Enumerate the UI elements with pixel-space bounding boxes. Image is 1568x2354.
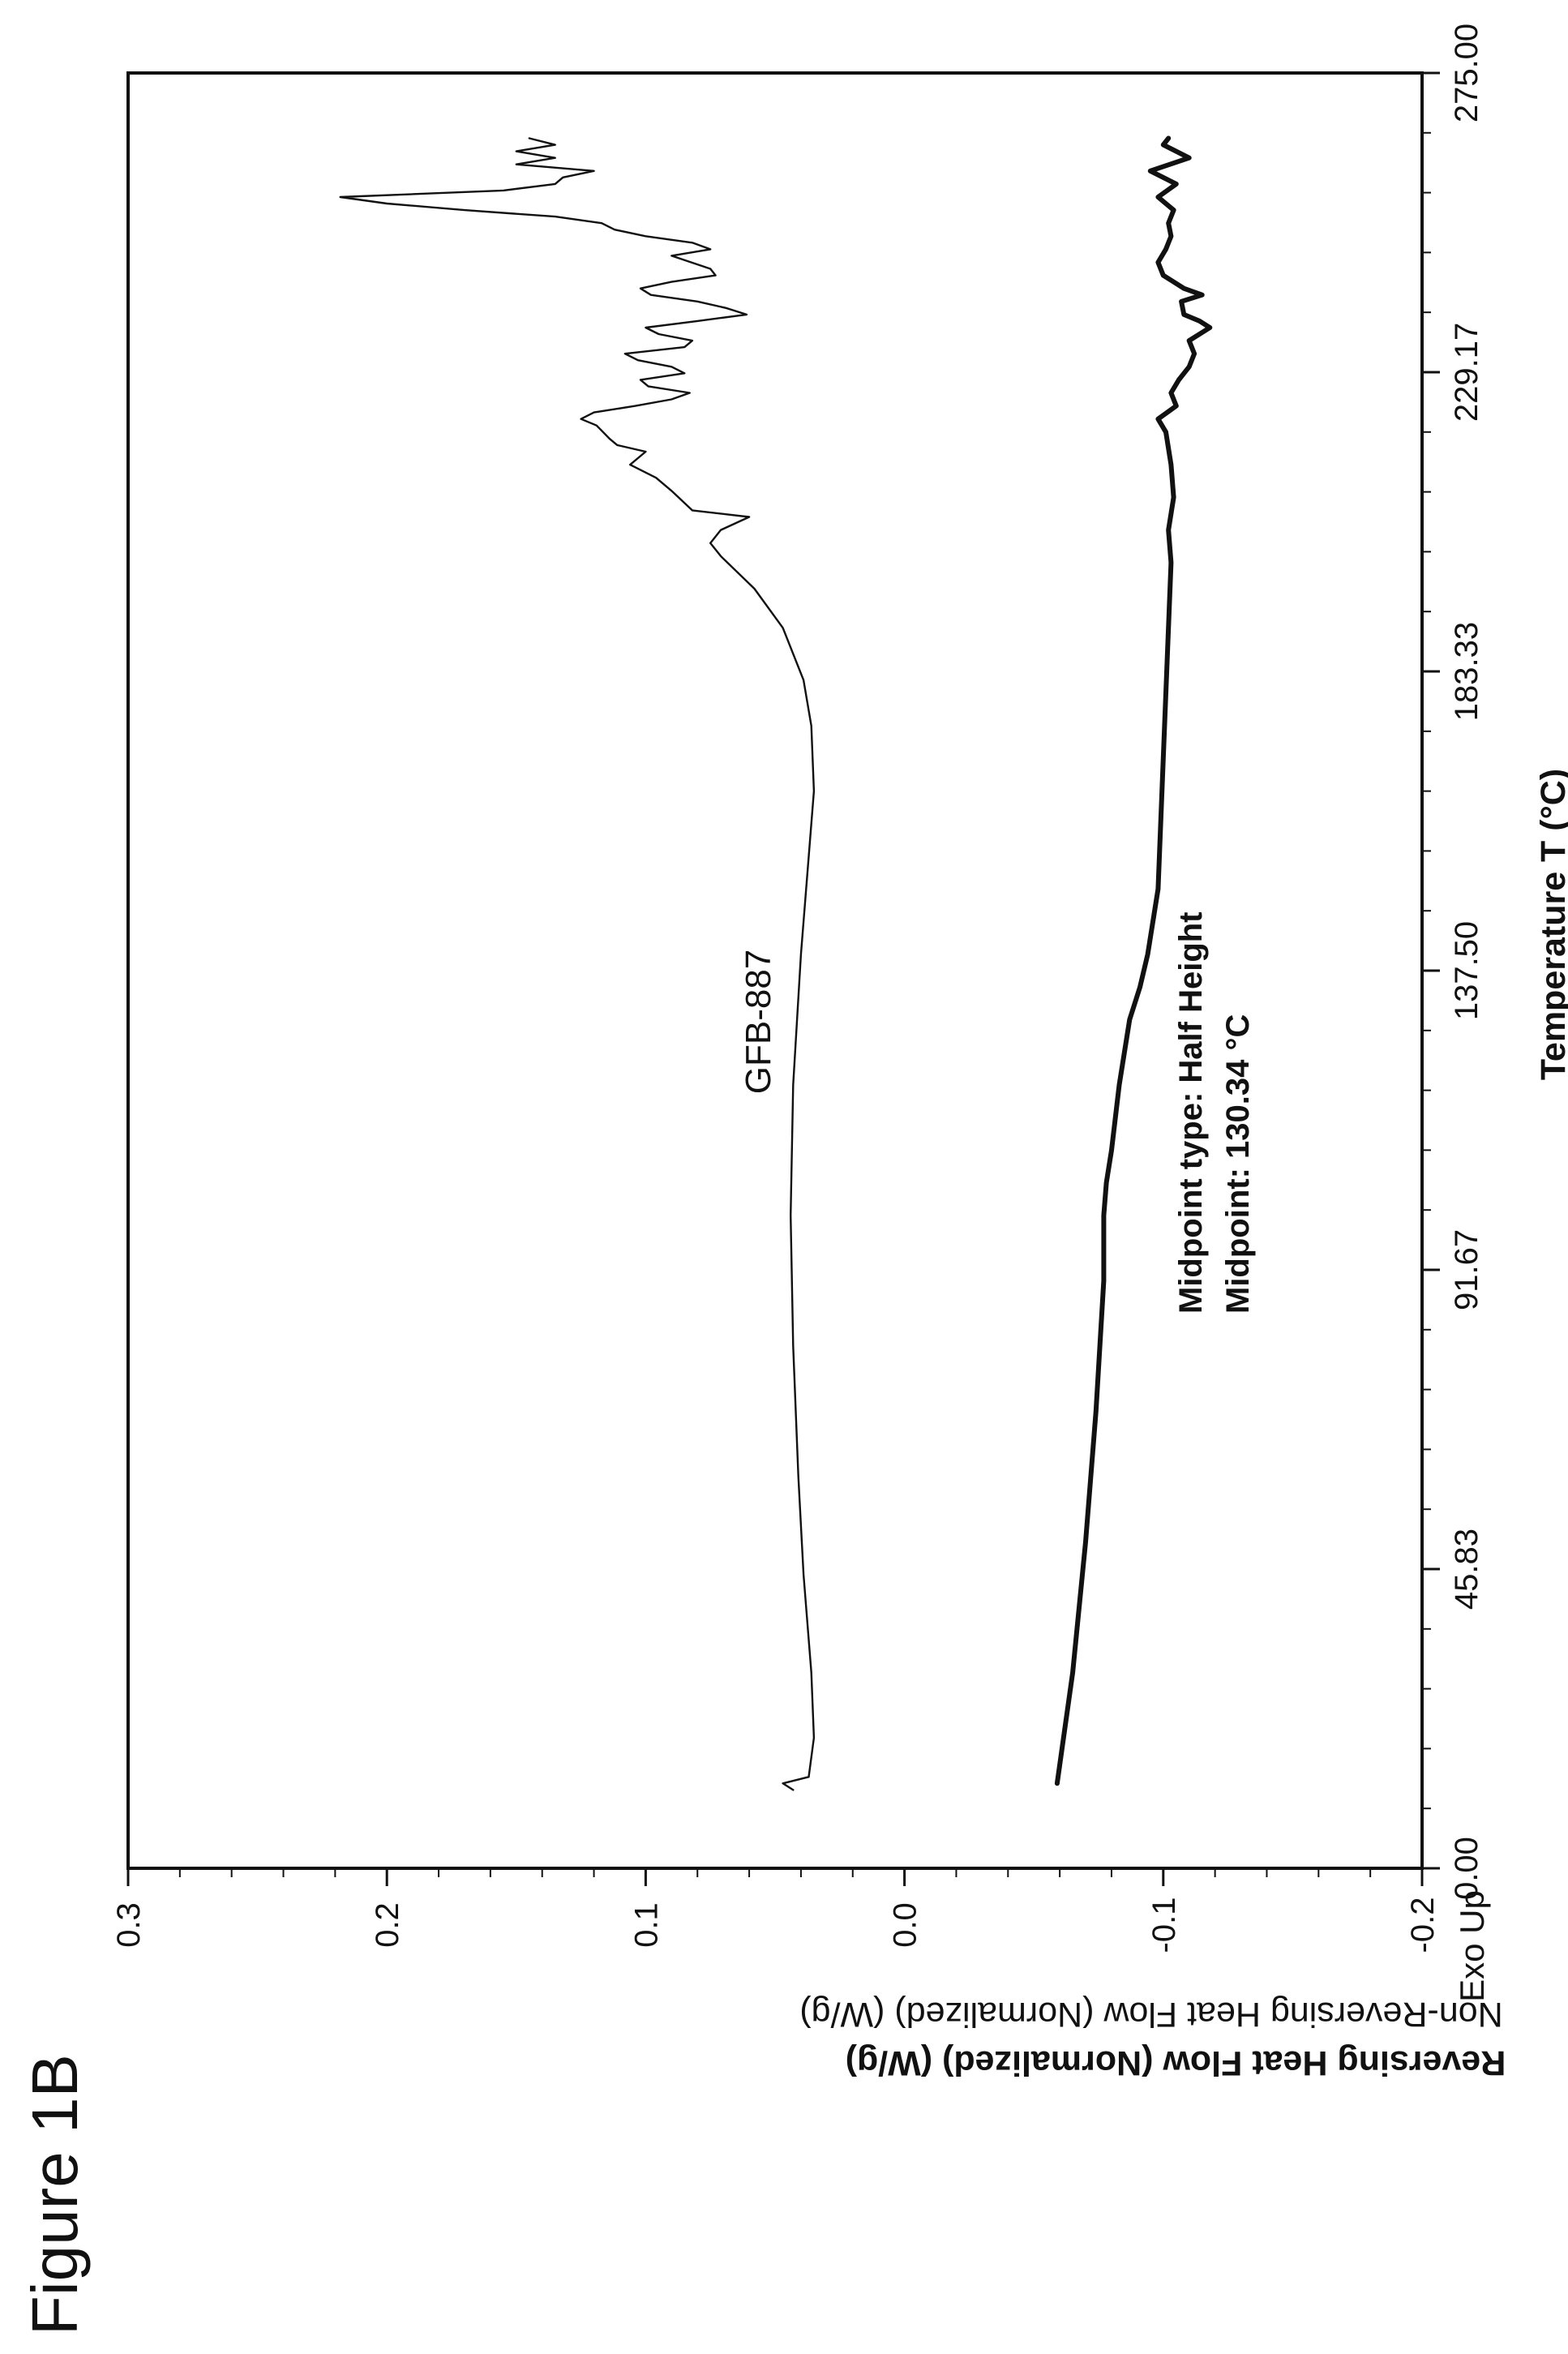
series-line-non-reversing [339, 137, 816, 1791]
x-tick-label: 45.83 [1449, 1529, 1484, 1610]
axis-ticks: 0.00 45.83 91.67 137.50 183.33 229.17 275.00 -0… [111, 24, 1484, 1953]
y-tick-label: -0.2 [1405, 1897, 1441, 1953]
x-tick-label: 229.17 [1449, 323, 1484, 422]
series-layer [339, 135, 1213, 1791]
y-tick-label: 0.2 [370, 1902, 405, 1948]
y-axis-label-secondary: Non-Reversing Heat Flow (Normalized) (W/… [799, 1995, 1502, 2034]
y-tick-label: 0.1 [628, 1902, 664, 1948]
x-tick-label: 0.00 [1449, 1837, 1484, 1900]
y-tick-label: 0.3 [111, 1902, 147, 1948]
figure-label: Figure 1B [19, 2054, 91, 2335]
x-tick-label: 91.67 [1449, 1229, 1484, 1310]
x-tick-label: 137.50 [1449, 921, 1484, 1020]
chart-title: GFB-887 [739, 950, 778, 1095]
x-axis-label: Temperature T (°C) [1534, 769, 1568, 1080]
x-tick-label: 275.00 [1449, 24, 1484, 122]
midpoint-value-annotation: Midpoint: 130.34 °C [1220, 1014, 1256, 1314]
y-axis-label-primary: Reversing Heat Flow (Normalized) (W/g) [846, 2043, 1506, 2082]
midpoint-type-annotation: Midpoint type: Half Height [1173, 911, 1209, 1314]
y-tick-label: 0.0 [888, 1902, 923, 1948]
x-tick-label: 183.33 [1449, 622, 1484, 721]
series-line-reversing [1054, 135, 1213, 1786]
exo-up-label: Exo Up [1453, 1890, 1491, 2002]
y-tick-label: -0.1 [1146, 1897, 1182, 1953]
